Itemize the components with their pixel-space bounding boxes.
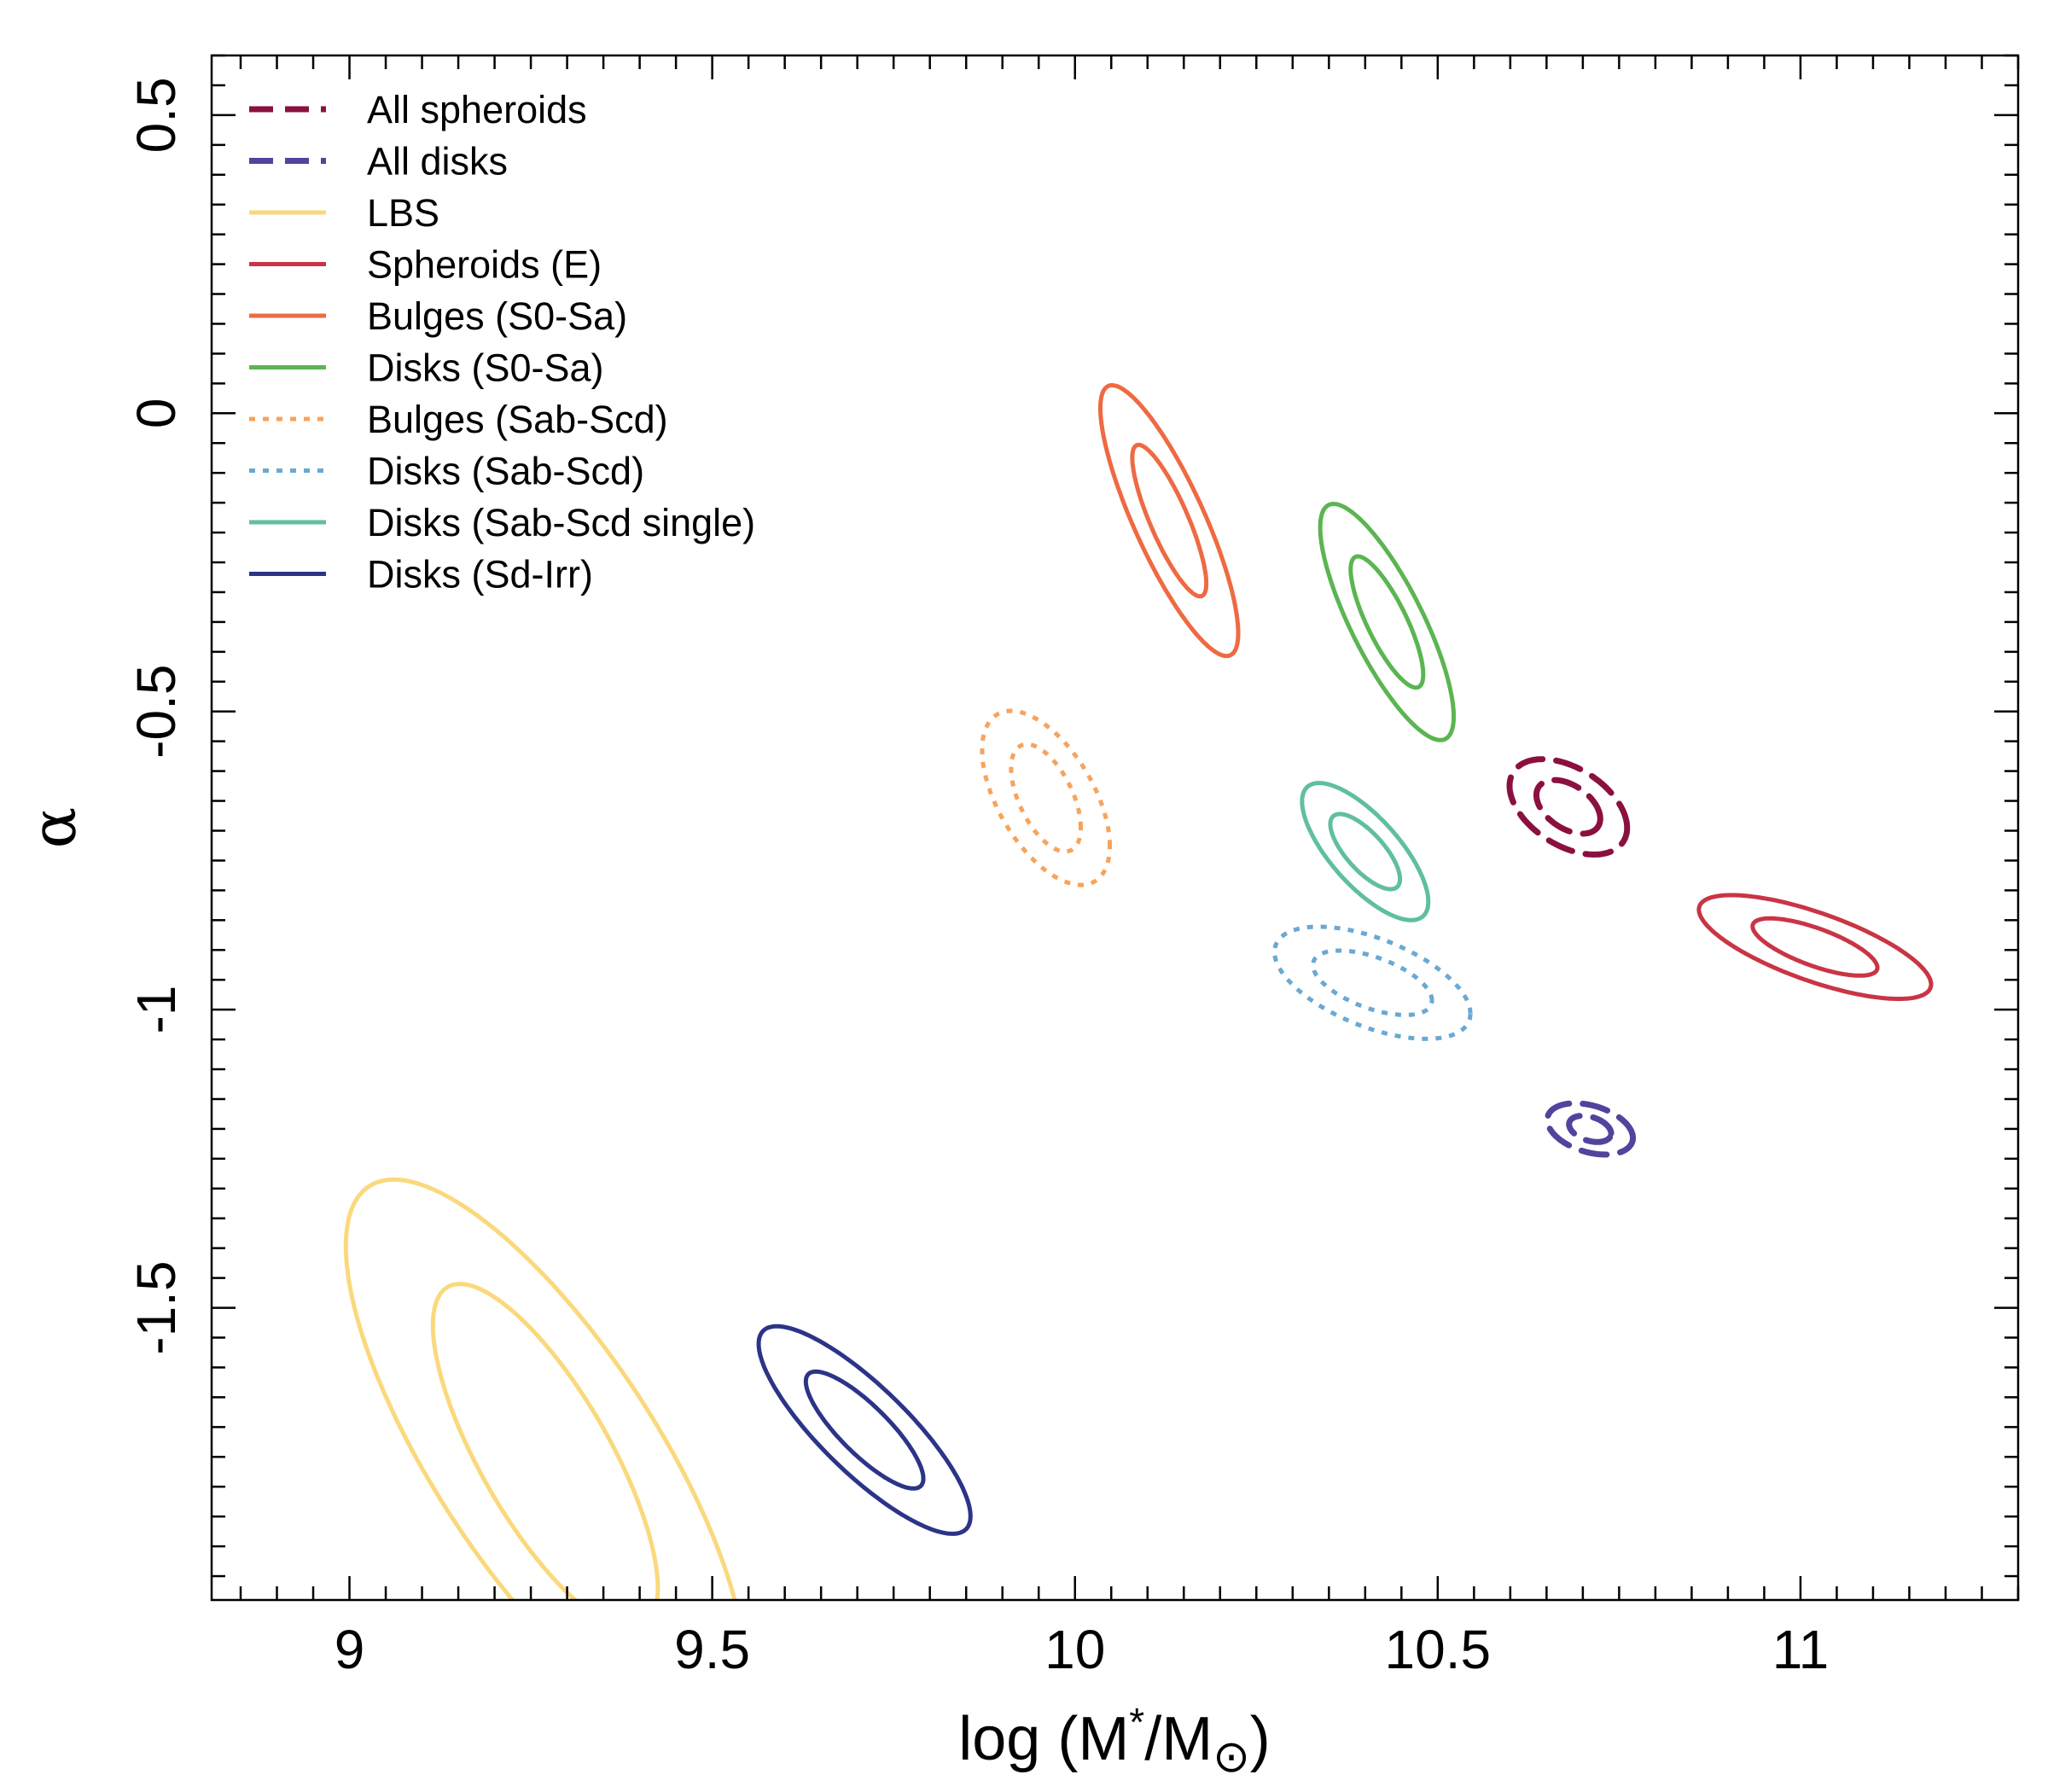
contour-level-2 — [756, 1324, 973, 1536]
legend-label: All spheroids — [367, 88, 587, 131]
legend-label: Spheroids (E) — [367, 243, 602, 287]
legend-label: All disks — [367, 140, 508, 183]
y-tick-label: -0.5 — [125, 665, 187, 759]
contour-all-spheroids — [1506, 756, 1631, 858]
legend-label: Disks (S0-Sa) — [367, 346, 604, 390]
contour-level-1 — [1750, 916, 1880, 978]
contour-level-1 — [1566, 1113, 1615, 1145]
contour-level-2 — [1271, 924, 1473, 1041]
contour-level-1 — [430, 1282, 660, 1600]
contour-level-2 — [1506, 756, 1631, 858]
legend-label: Disks (Sab-Scd) — [367, 450, 644, 493]
contour-level-1 — [1328, 812, 1403, 892]
contour-disks-s0-sa — [1318, 501, 1456, 742]
y-tick-label: 0 — [125, 399, 187, 429]
legend-item-disks-sab-scd-single: Disks (Sab-Scd single) — [249, 501, 755, 544]
x-axis-title: log (M*/M⊙) — [958, 1700, 1271, 1782]
legend-label: Disks (Sab-Scd single) — [367, 501, 755, 544]
contour-level-1 — [803, 1369, 926, 1491]
legend-item-disks-sd-irr: Disks (Sd-Irr) — [249, 553, 593, 596]
contour-bulges-s0-sa — [1098, 383, 1241, 659]
contour-level-2 — [980, 708, 1112, 887]
legend-item-spheroids-e: Spheroids (E) — [249, 243, 602, 287]
legend-item-lbs: LBS — [249, 191, 439, 235]
legend-label: Bulges (S0-Sa) — [367, 294, 627, 338]
contour-disks-sd-irr — [756, 1324, 973, 1536]
contour-level-1 — [1009, 742, 1083, 854]
contour-spheroids-e — [1696, 893, 1934, 1002]
y-axis-title: α — [18, 807, 90, 849]
y-tick-label: -1 — [125, 986, 187, 1034]
tick-labels: 9 9.5 10 10.5 11 -1.5 -1 -0.5 0 0.5 — [125, 77, 1829, 1680]
y-tick-label: -1.5 — [125, 1260, 187, 1354]
x-tick-label: 9.5 — [674, 1619, 750, 1680]
contour-level-1 — [1130, 442, 1209, 599]
contour-level-2 — [343, 1177, 737, 1600]
contour-level-2 — [1098, 383, 1241, 659]
contour-lbs — [343, 1177, 737, 1600]
contour-level-1 — [1311, 948, 1434, 1017]
contour-disks-sab-scd-single — [1300, 781, 1431, 922]
x-tick-label: 9 — [335, 1619, 365, 1680]
legend-item-bulges-s0-sa: Bulges (S0-Sa) — [249, 294, 627, 338]
plot-frame — [210, 54, 2020, 1602]
contour-layer — [343, 383, 1934, 1600]
contour-level-1 — [1533, 777, 1603, 837]
legend-item-all-spheroids: All spheroids — [249, 88, 587, 131]
contour-bulges-sab-scd — [980, 708, 1112, 887]
contour-level-2 — [1544, 1100, 1636, 1158]
legend-item-disks-sab-scd: Disks (Sab-Scd) — [249, 450, 644, 493]
legend-item-all-disks: All disks — [249, 140, 508, 183]
legend: All spheroids All disks LBS Spheroids (E) Bu… — [249, 88, 755, 596]
legend-item-bulges-sab-scd: Bulges (Sab-Scd) — [249, 398, 668, 441]
axis-ticks — [212, 54, 2020, 1600]
x-tick-label: 10 — [1044, 1619, 1105, 1680]
contour-disks-sab-scd — [1271, 924, 1473, 1041]
contour-level-2 — [1696, 893, 1934, 1002]
legend-label: Bulges (Sab-Scd) — [367, 398, 668, 441]
contour-all-disks — [1544, 1100, 1636, 1158]
x-tick-label: 11 — [1772, 1619, 1829, 1680]
legend-item-disks-s0-sa: Disks (S0-Sa) — [249, 346, 604, 390]
contour-level-1 — [1348, 554, 1426, 690]
contour-level-2 — [1318, 501, 1456, 742]
contour-level-2 — [1300, 781, 1431, 922]
x-tick-label: 10.5 — [1385, 1619, 1492, 1680]
legend-label: LBS — [367, 191, 439, 235]
y-tick-label: 0.5 — [125, 77, 187, 153]
legend-label: Disks (Sd-Irr) — [367, 553, 593, 596]
